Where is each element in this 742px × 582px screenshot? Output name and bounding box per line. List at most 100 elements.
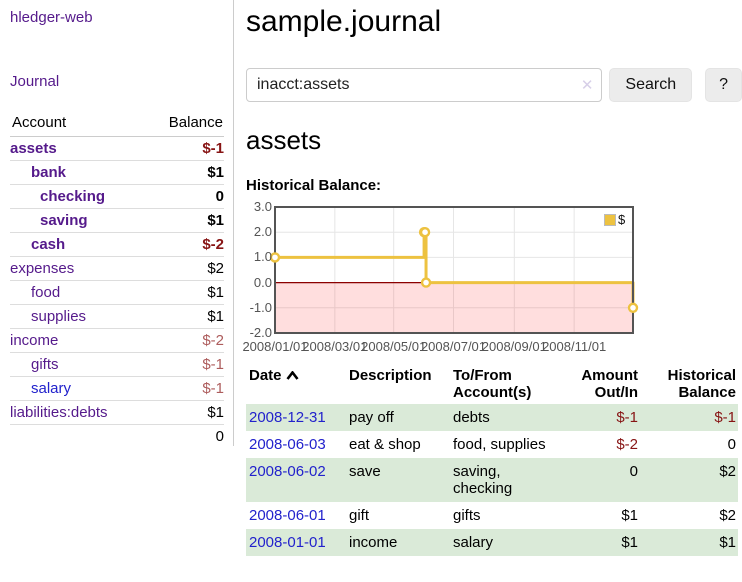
account-link-bank[interactable]: bank: [31, 164, 67, 181]
account-row: assets $-1: [10, 136, 224, 161]
transaction-balance: $-1: [640, 404, 738, 431]
legend-swatch-icon: [604, 213, 616, 226]
x-axis-tick-label: 2008/03/01: [302, 339, 368, 354]
account-row: salary $-1: [10, 376, 224, 401]
register-header-date[interactable]: Date: [246, 365, 346, 404]
transaction-amount: $-1: [562, 404, 640, 431]
register-header-description: Description: [349, 367, 432, 384]
transaction-date-link[interactable]: 2008-06-01: [249, 507, 326, 524]
account-balance: $-1: [144, 376, 224, 401]
sidebar-item-journal[interactable]: Journal: [10, 73, 60, 90]
transaction-amount: $1: [621, 507, 638, 524]
account-row: bank $1: [10, 160, 224, 185]
sort-ascending-icon: [285, 367, 299, 384]
y-axis-tick-label: -2.0: [249, 325, 272, 340]
x-axis-tick-label: 2008/09/01: [481, 339, 547, 354]
transaction-date-link[interactable]: 2008-01-01: [249, 534, 326, 551]
transaction-balance: $2: [640, 458, 738, 502]
search-form: ✕ Search ?: [246, 68, 742, 102]
x-axis-tick-label: 2008/01/01: [242, 339, 308, 354]
account-link-saving[interactable]: saving: [40, 212, 88, 229]
account-row: saving $1: [10, 208, 224, 233]
account-link-food[interactable]: food: [31, 284, 61, 301]
account-balance: $1: [144, 280, 224, 305]
account-link-gifts[interactable]: gifts: [31, 356, 59, 373]
y-axis-tick-label: 3.0: [253, 199, 272, 214]
accounts-total-row: 0: [10, 424, 224, 448]
accounts-header-row: Account Balance: [10, 111, 224, 137]
transaction-balance: $2: [719, 507, 736, 524]
transaction-accounts: food, supplies: [453, 436, 546, 453]
transaction-description: gift: [349, 507, 370, 524]
account-row: income $-2: [10, 328, 224, 353]
sidebar: hledger-web Journal Account Balance asse…: [0, 0, 234, 448]
register-header-accounts: To/From Account(s): [453, 367, 532, 401]
account-link-supplies[interactable]: supplies: [31, 308, 87, 325]
register-table: Date Description To/From Account(s) Amou…: [246, 365, 738, 556]
accounts-header-account: Account: [10, 111, 145, 137]
transaction-accounts: debts: [450, 404, 562, 431]
accounts-total-balance: 0: [144, 424, 224, 448]
account-balance: $-1: [144, 136, 224, 161]
accounts-header-balance: Balance: [144, 111, 224, 137]
account-balance: $1: [144, 400, 224, 425]
y-axis-tick-label: 0.0: [253, 274, 272, 290]
x-axis-tick-label: 2008/05/01: [361, 339, 427, 354]
accounts-balance-table: Account Balance assets $-1 bank $1 check…: [10, 111, 224, 448]
account-balance: $1: [144, 304, 224, 329]
register-row: 2008-01-01 income salary $1 $1: [246, 529, 738, 556]
transaction-amount: $1: [562, 529, 640, 556]
account-link-expenses[interactable]: expenses: [10, 260, 75, 277]
transaction-date-link[interactable]: 2008-06-03: [249, 436, 326, 453]
register-row: 2008-06-02 save saving, checking 0 $2: [246, 458, 738, 502]
search-button[interactable]: Search: [609, 68, 693, 102]
account-balance: $2: [144, 256, 224, 281]
x-axis-tick-label: 2008/11/01: [542, 339, 607, 354]
account-balance: $-2: [144, 232, 224, 257]
transaction-date-link[interactable]: 2008-06-02: [249, 463, 326, 480]
account-balance: $-1: [144, 352, 224, 377]
register-row: 2008-06-03 eat & shop food, supplies $-2…: [246, 431, 738, 458]
transaction-amount: $-2: [616, 436, 638, 453]
account-row: checking 0: [10, 184, 224, 209]
account-row: gifts $-1: [10, 352, 224, 377]
account-link-liabilities-debts[interactable]: liabilities:debts: [10, 404, 108, 421]
chart-legend: $: [604, 212, 625, 227]
register-row: 2008-12-31 pay off debts $-1 $-1: [246, 404, 738, 431]
account-row: expenses $2: [10, 256, 224, 281]
account-link-salary[interactable]: salary: [31, 380, 72, 397]
register-header-balance: Historical Balance: [667, 367, 736, 401]
app-brand-link[interactable]: hledger-web: [10, 9, 93, 26]
account-link-assets[interactable]: assets: [10, 140, 57, 157]
x-axis-tick-label: 2008/07/01: [420, 339, 487, 354]
clear-search-icon[interactable]: ✕: [580, 77, 594, 94]
account-row: liabilities:debts $1: [10, 400, 224, 425]
transaction-date-link[interactable]: 2008-12-31: [249, 409, 326, 426]
account-row: cash $-2: [10, 232, 224, 257]
account-link-checking[interactable]: checking: [40, 188, 106, 205]
account-row: supplies $1: [10, 304, 224, 329]
transaction-description: save: [346, 458, 450, 502]
account-balance: $1: [144, 160, 224, 185]
transaction-description: income: [346, 529, 450, 556]
y-axis-tick-label: -1.0: [249, 299, 272, 315]
transaction-accounts: saving, checking: [450, 458, 562, 502]
register-header-amount: Amount Out/In: [581, 367, 638, 401]
account-balance: $-2: [144, 328, 224, 353]
historical-balance-chart: $ 3.0 2.0 1.0 0.0 -1.0 -2.0 2008/01/01 2008/03/…: [242, 199, 742, 354]
account-link-income[interactable]: income: [10, 332, 59, 349]
help-button[interactable]: ?: [705, 68, 742, 102]
y-axis-tick-label: 1.0: [253, 249, 272, 265]
account-link-cash[interactable]: cash: [31, 236, 66, 253]
chart-label: Historical Balance:: [246, 177, 382, 194]
transaction-balance: $1: [640, 529, 738, 556]
register-header-row: Date Description To/From Account(s) Amou…: [246, 365, 738, 404]
transaction-accounts: salary: [450, 529, 562, 556]
transaction-description: pay off: [346, 404, 450, 431]
search-input[interactable]: [246, 68, 603, 102]
account-heading: assets: [246, 125, 322, 155]
account-row: food $1: [10, 280, 224, 305]
register-row: 2008-06-01 gift gifts $1 $2: [246, 502, 738, 529]
transaction-amount: 0: [562, 458, 640, 502]
account-balance: 0: [144, 184, 224, 209]
